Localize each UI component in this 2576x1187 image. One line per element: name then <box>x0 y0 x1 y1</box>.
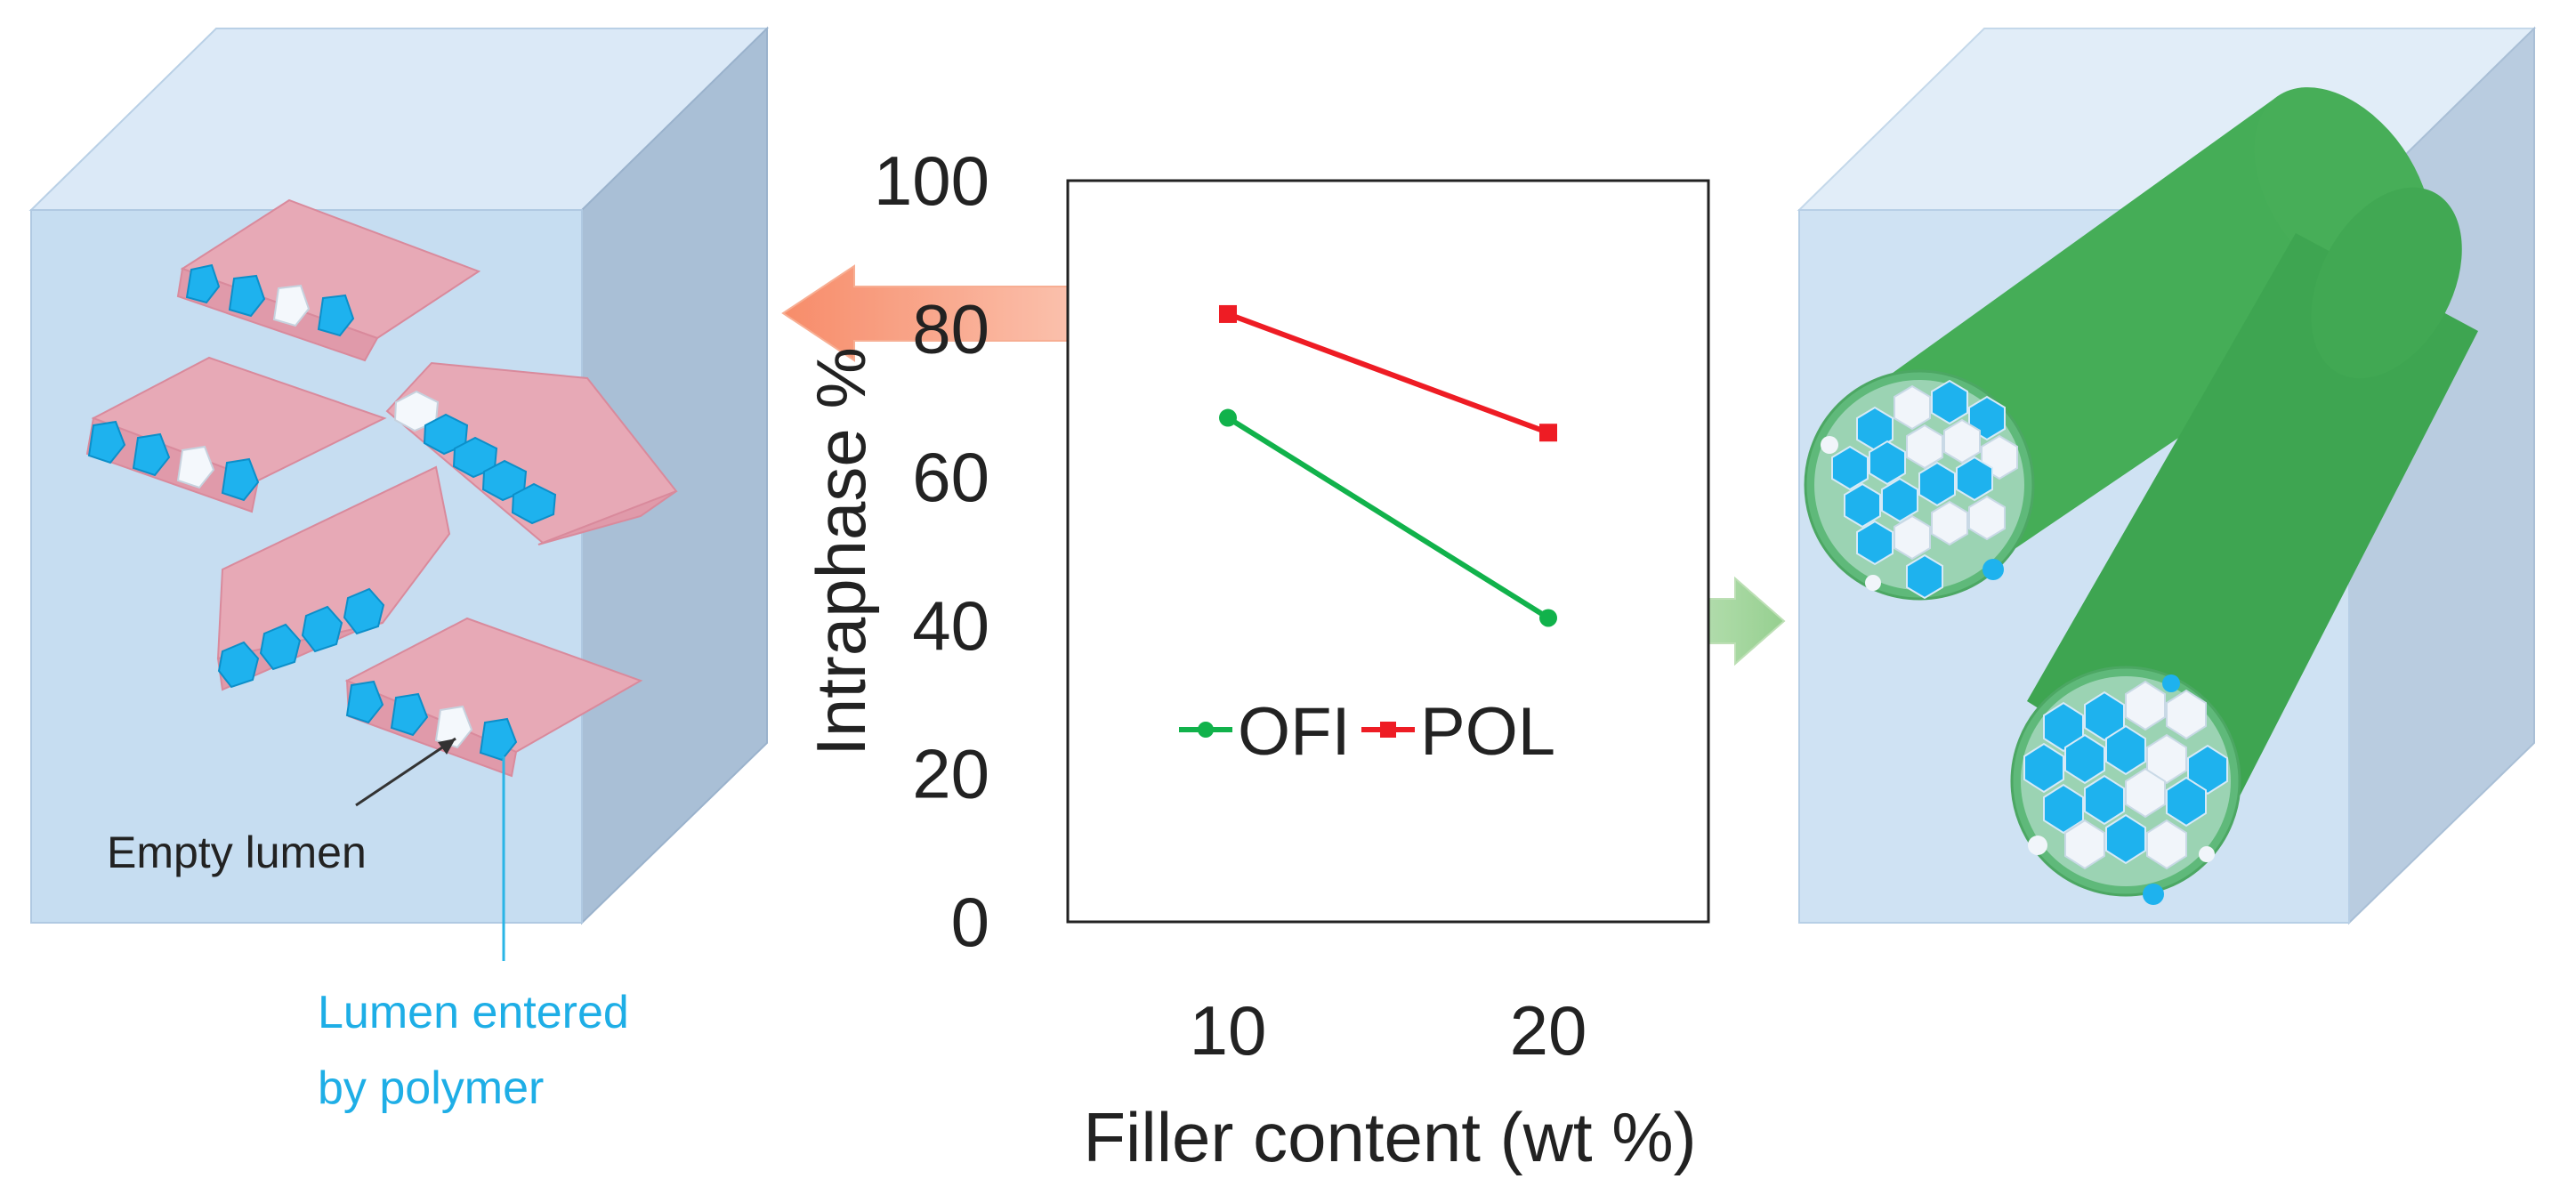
filler-platelet <box>344 617 643 778</box>
x-tick-label: 20 <box>1510 991 1587 1070</box>
empty-lumen-annotation: Empty lumen <box>107 737 456 877</box>
data-point-pol <box>1219 304 1237 323</box>
series-layer <box>1219 304 1557 627</box>
empty-lumen-label: Empty lumen <box>107 828 367 877</box>
fiber-cross-section-cells <box>1821 379 2018 600</box>
y-tick-label: 100 <box>874 141 989 220</box>
legend-item-pol: POL <box>1361 694 1555 770</box>
y-axis-label: Intraphase % <box>802 347 880 756</box>
lumen-entered-annotation: Lumen entered by polymer <box>318 756 629 1114</box>
data-point-pol <box>1539 424 1557 442</box>
line-chart: 0 20 40 60 80 100 10 20 Intraphase % Filler co… <box>802 141 1710 1176</box>
legend-swatch-marker <box>1198 722 1214 738</box>
y-tick-label: 40 <box>912 586 989 665</box>
y-tick-label: 60 <box>912 438 989 516</box>
filler-platelet <box>216 465 451 691</box>
filler-platelet <box>85 356 387 513</box>
series-line-pol <box>1226 311 1550 436</box>
data-point-ofi <box>1219 408 1237 427</box>
series-line-ofi <box>1226 416 1550 621</box>
legend-label: OFI <box>1238 694 1351 770</box>
data-point-ofi <box>1539 609 1557 627</box>
legend-swatch-marker <box>1380 722 1396 738</box>
fiber <box>1804 87 2432 601</box>
x-tick-label: 10 <box>1190 991 1267 1070</box>
y-tick-labels: 0 20 40 60 80 100 <box>874 141 989 961</box>
lumen-entered-label-line1: Lumen entered <box>318 987 629 1038</box>
left-matrix-block <box>28 26 770 925</box>
x-axis-label: Filler content (wt %) <box>1083 1098 1696 1176</box>
y-tick-label: 80 <box>912 290 989 368</box>
legend: OFI POL <box>1179 694 1555 770</box>
y-tick-label: 20 <box>912 734 989 812</box>
plot-area <box>1066 179 1710 924</box>
fiber-cross-section-cells <box>2023 674 2228 905</box>
legend-label: POL <box>1420 694 1555 770</box>
right-matrix-block <box>1797 26 2537 925</box>
fiber <box>2010 187 2478 905</box>
x-tick-labels: 10 20 <box>1190 991 1587 1070</box>
filler-platelet <box>176 198 481 362</box>
y-tick-label: 0 <box>951 883 989 961</box>
filler-platelet <box>385 361 678 545</box>
lumen-entered-label-line2: by polymer <box>318 1062 544 1114</box>
legend-item-ofi: OFI <box>1179 694 1351 770</box>
